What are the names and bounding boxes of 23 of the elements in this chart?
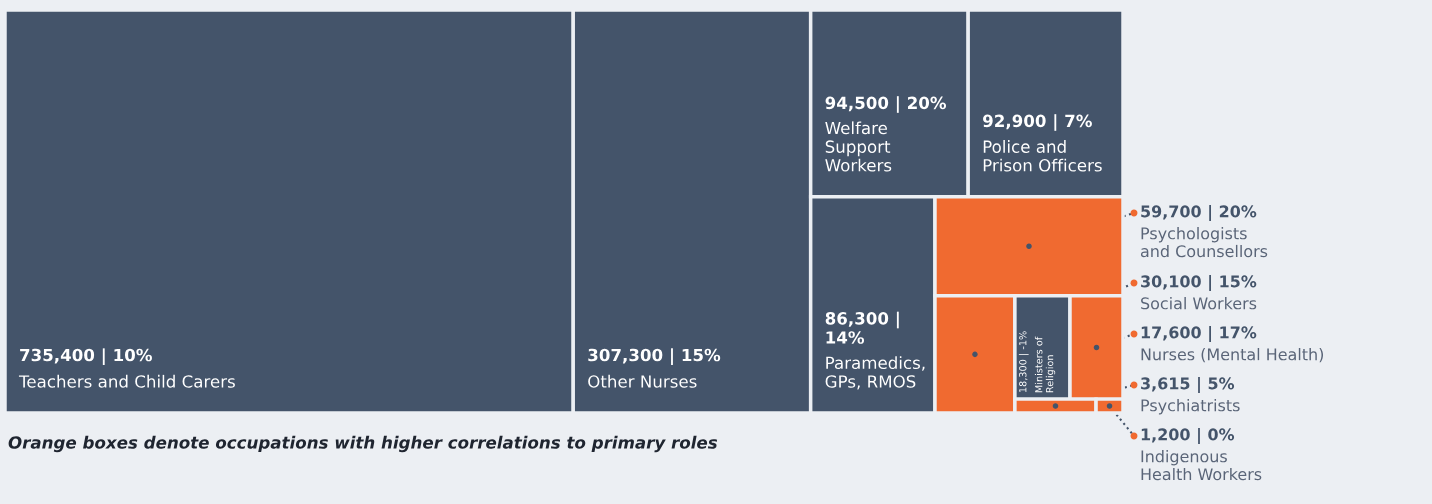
data-label: 92,900 | 7% bbox=[983, 114, 1092, 131]
category-label: Other Nurses bbox=[588, 374, 697, 388]
data-label: 94,500 | 20% bbox=[825, 96, 947, 113]
category-label: Psychiatrists bbox=[1141, 399, 1240, 415]
data-label: 17,600 | 17% bbox=[1141, 326, 1257, 342]
category-label: Police and Prison Officers bbox=[983, 140, 1102, 172]
category-label: Indigenous Health Workers bbox=[1141, 450, 1262, 481]
category-label: Ministers of Religion bbox=[1034, 336, 1056, 393]
text: Orange boxes denote occupations with higher correlations to primary roles bbox=[8, 435, 718, 453]
data-label: 86,300 | 14% bbox=[825, 311, 899, 344]
category-label: Nurses (Mental Health) bbox=[1141, 348, 1324, 363]
data-label: 30,100 | 15% bbox=[1141, 275, 1257, 291]
category-label: Teachers and Child Carers bbox=[18, 374, 235, 388]
data-label: 3,615 | 5% bbox=[1141, 377, 1235, 393]
data-label: 59,700 | 20% bbox=[1141, 205, 1257, 221]
data-label: 307,300 | 15% bbox=[588, 348, 721, 365]
category-label: Paramedics, GPs, RMOS bbox=[825, 356, 925, 390]
category-label: Welfare Support Workers bbox=[825, 121, 892, 172]
category-label: Psychologists and Counsellors bbox=[1140, 227, 1268, 258]
data-label: 735,400 | 10% bbox=[20, 348, 152, 365]
data-label: 18,300 | -1% bbox=[1018, 331, 1029, 393]
data-label: 1,200 | 0% bbox=[1141, 428, 1235, 444]
category-label: Social Workers bbox=[1141, 297, 1257, 310]
